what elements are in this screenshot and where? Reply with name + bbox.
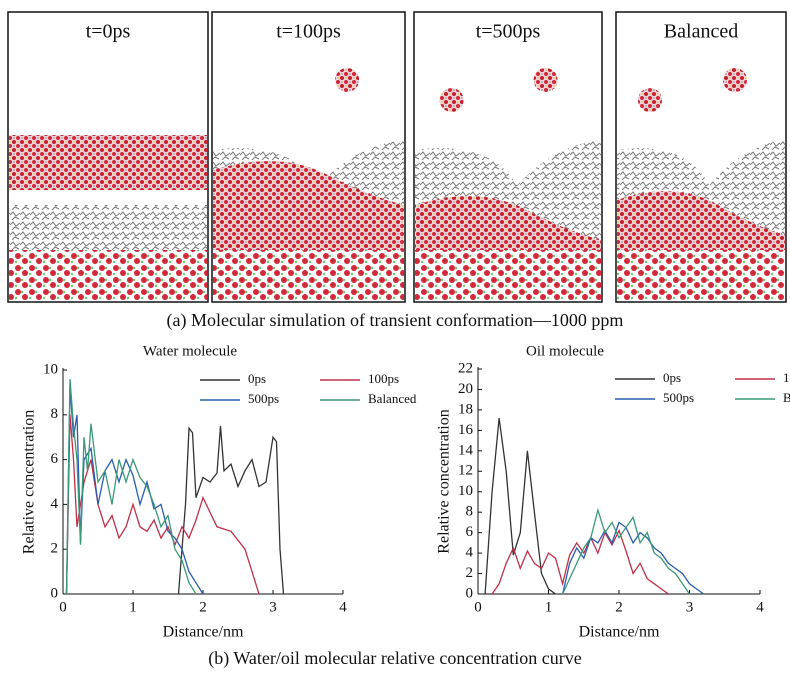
x-axis-label: Distance/nm — [163, 624, 244, 641]
x-tick-label: 0 — [59, 599, 67, 615]
legend-label: 500ps — [663, 390, 694, 405]
legend-label: 500ps — [248, 391, 279, 406]
water-layer — [617, 191, 785, 250]
caption-b: (b) Water/oil molecular relative concent… — [208, 648, 582, 669]
y-tick-label: 16 — [458, 422, 474, 438]
y-tick-label: 0 — [51, 585, 59, 601]
snapshot-label: Balanced — [664, 21, 738, 43]
water-cluster — [439, 88, 464, 112]
data-line — [562, 507, 691, 595]
y-tick-label: 6 — [51, 451, 59, 467]
snapshot-label: t=100ps — [276, 21, 341, 43]
y-tick-label: 2 — [466, 565, 474, 581]
x-tick-label: 2 — [615, 599, 623, 615]
legend-label: 0ps — [663, 370, 681, 385]
y-tick-label: 20 — [458, 381, 473, 397]
data-line — [65, 414, 260, 595]
snapshot: Balanced — [615, 11, 787, 303]
x-tick-label: 2 — [199, 599, 207, 615]
data-line — [484, 418, 556, 595]
water-layer — [9, 135, 207, 190]
legend-label: Balanced — [368, 391, 417, 406]
data-line — [177, 425, 285, 595]
water-layer — [415, 196, 601, 250]
x-tick-label: 4 — [756, 599, 764, 615]
x-tick-label: 0 — [474, 599, 482, 615]
water-layer — [213, 161, 404, 250]
snapshot: t=0ps — [7, 11, 209, 303]
y-axis-label: Relative concentration — [436, 409, 453, 553]
data-line — [561, 521, 704, 595]
legend-label: 0ps — [248, 371, 266, 386]
y-tick-label: 22 — [458, 360, 473, 376]
substrate — [213, 250, 404, 301]
substrate — [9, 250, 207, 301]
substrate — [617, 250, 785, 301]
snapshot-label: t=0ps — [86, 21, 131, 43]
x-axis-label: Distance/nm — [579, 624, 660, 641]
caption-a: (a) Molecular simulation of transient co… — [167, 310, 624, 331]
y-tick-label: 18 — [458, 401, 473, 417]
substrate — [415, 250, 601, 301]
data-line — [65, 378, 197, 595]
water-cluster — [723, 68, 747, 92]
snapshot: t=500ps — [413, 11, 603, 303]
x-tick-label: 3 — [269, 599, 277, 615]
x-tick-label: 1 — [545, 599, 553, 615]
y-tick-label: 8 — [466, 504, 474, 520]
x-tick-label: 4 — [339, 599, 347, 615]
y-tick-label: 14 — [458, 442, 474, 458]
y-tick-label: 2 — [51, 541, 59, 557]
data-line — [65, 385, 204, 595]
chart-title: Oil molecule — [526, 343, 604, 359]
y-tick-label: 4 — [466, 545, 474, 561]
y-tick-label: 12 — [458, 463, 473, 479]
chart: Water molecule 0 2 4 6 8 10 0 1 2 3 4 Distance/nm Rel… — [21, 343, 417, 640]
y-tick-label: 0 — [466, 585, 474, 601]
y-axis-label: Relative concentration — [21, 410, 38, 554]
legend-label: 100ps — [368, 371, 399, 386]
y-tick-label: 4 — [51, 496, 59, 512]
y-tick-label: 6 — [466, 524, 474, 540]
chart-title: Water molecule — [143, 343, 238, 359]
data-line — [491, 528, 669, 595]
legend-label: 100ps — [783, 370, 790, 385]
water-cluster — [533, 68, 558, 92]
x-tick-label: 3 — [686, 599, 694, 615]
oil-layer — [9, 205, 207, 250]
y-tick-label: 10 — [43, 361, 58, 377]
x-tick-label: 1 — [129, 599, 137, 615]
snapshot-panel: t=0ps t=100ps t=500ps Balanced — [7, 11, 787, 303]
snapshot: t=100ps — [211, 11, 406, 303]
y-tick-label: 8 — [51, 406, 59, 422]
y-tick-label: 10 — [458, 483, 473, 499]
water-cluster — [638, 88, 662, 112]
legend-label: Balanced — [783, 390, 790, 405]
snapshot-label: t=500ps — [476, 21, 541, 43]
water-cluster — [335, 68, 360, 92]
